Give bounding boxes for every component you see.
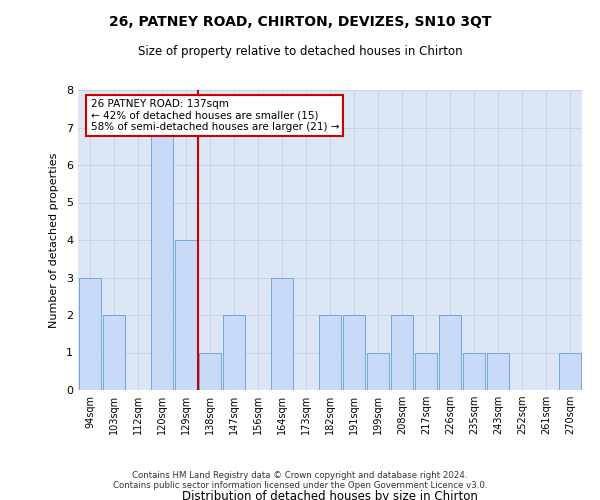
Bar	[79, 278, 101, 390]
Bar	[415, 352, 437, 390]
Bar	[463, 352, 485, 390]
Bar	[391, 315, 413, 390]
Bar	[487, 352, 509, 390]
Bar	[439, 315, 461, 390]
Bar	[271, 278, 293, 390]
Bar	[175, 240, 197, 390]
Text: 26 PATNEY ROAD: 137sqm
← 42% of detached houses are smaller (15)
58% of semi-det: 26 PATNEY ROAD: 137sqm ← 42% of detached…	[91, 99, 339, 132]
Bar	[151, 128, 173, 390]
Bar	[103, 315, 125, 390]
Y-axis label: Number of detached properties: Number of detached properties	[49, 152, 59, 328]
Bar	[223, 315, 245, 390]
X-axis label: Distribution of detached houses by size in Chirton: Distribution of detached houses by size …	[182, 490, 478, 500]
Text: Size of property relative to detached houses in Chirton: Size of property relative to detached ho…	[137, 45, 463, 58]
Bar	[199, 352, 221, 390]
Bar	[343, 315, 365, 390]
Text: 26, PATNEY ROAD, CHIRTON, DEVIZES, SN10 3QT: 26, PATNEY ROAD, CHIRTON, DEVIZES, SN10 …	[109, 15, 491, 29]
Bar	[367, 352, 389, 390]
Bar	[319, 315, 341, 390]
Bar	[559, 352, 581, 390]
Text: Contains HM Land Registry data © Crown copyright and database right 2024.
Contai: Contains HM Land Registry data © Crown c…	[113, 470, 487, 490]
